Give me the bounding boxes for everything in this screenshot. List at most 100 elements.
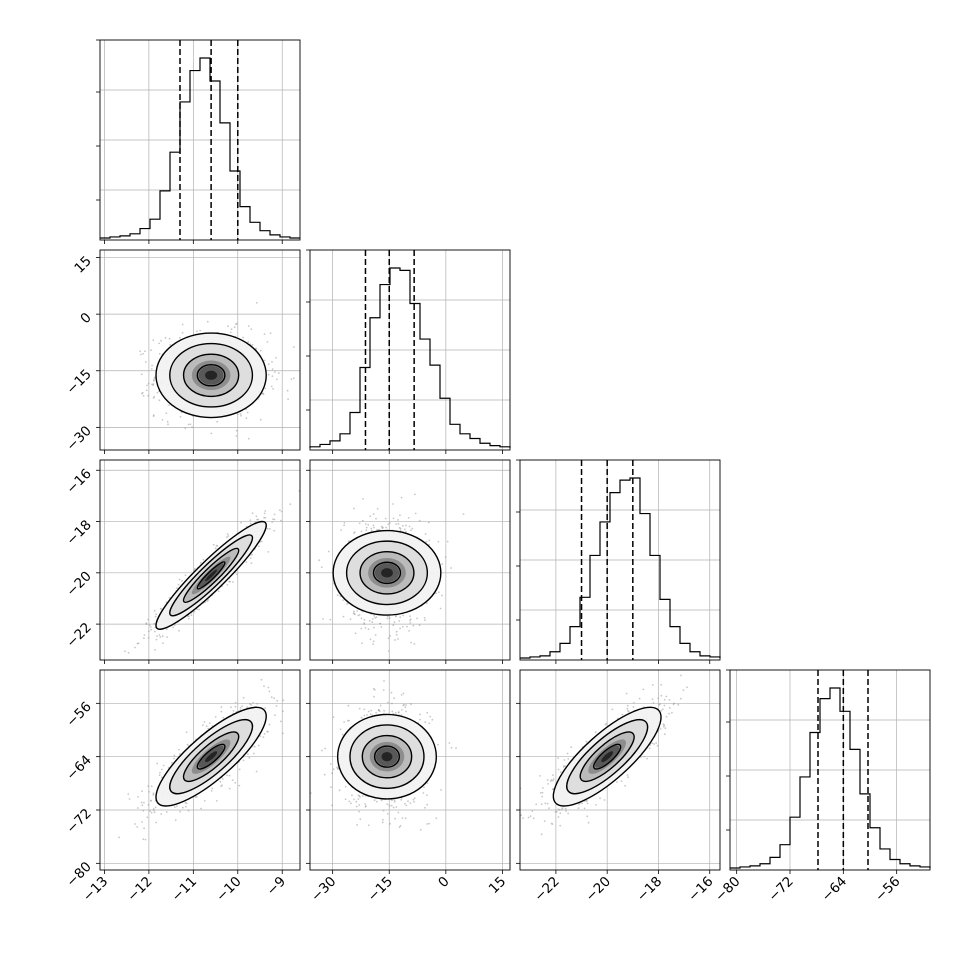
scatter-point	[147, 636, 150, 639]
scatter-point	[358, 707, 361, 710]
scatter-point	[249, 557, 252, 559]
scatter-point	[165, 412, 168, 414]
contour-line	[169, 534, 254, 617]
scatter-point	[178, 629, 180, 632]
y-tick-label: −56	[63, 699, 94, 730]
x-tick-label: −56	[872, 874, 903, 905]
scatter-point	[158, 399, 161, 402]
scatter-point	[260, 678, 263, 681]
scatter-point	[383, 680, 385, 682]
scatter-point	[235, 429, 238, 432]
scatter-point	[166, 420, 169, 423]
scatter-point	[232, 710, 235, 712]
y-tick-label: −30	[63, 423, 94, 454]
scatter-point	[332, 716, 335, 719]
panel-content	[310, 680, 457, 831]
scatter-point	[424, 533, 427, 535]
scatter-point	[347, 719, 349, 722]
scatter-point	[199, 329, 202, 332]
scatter-point	[259, 735, 262, 738]
scatter-point	[276, 378, 278, 381]
scatter-point	[339, 728, 342, 731]
scatter-point	[399, 514, 401, 517]
contour-line	[332, 529, 442, 616]
scatter-point	[200, 807, 203, 810]
scatter-point	[136, 642, 139, 645]
scatter-point	[222, 716, 225, 719]
scatter-point	[391, 710, 394, 713]
scatter-point	[391, 702, 393, 705]
scatter-point	[262, 736, 265, 738]
scatter-point	[356, 823, 358, 826]
scatter-point	[338, 789, 341, 792]
scatter-point	[178, 578, 181, 581]
scatter-point	[403, 528, 406, 531]
scatter-point	[231, 779, 234, 781]
density-level	[381, 568, 393, 578]
scatter-point	[446, 540, 449, 543]
scatter-point	[232, 581, 234, 583]
scatter-point	[203, 721, 206, 723]
scatter-point	[437, 540, 440, 543]
scatter-point	[161, 419, 164, 421]
scatter-point	[127, 651, 130, 654]
scatter-point	[353, 531, 356, 533]
scatter-point	[401, 625, 404, 628]
scatter-point	[343, 522, 346, 524]
scatter-point	[247, 341, 250, 343]
scatter-point	[266, 341, 269, 343]
scatter-point	[251, 512, 254, 514]
scatter-point	[426, 823, 429, 825]
scatter-point	[268, 690, 271, 693]
scatter-point	[248, 756, 251, 759]
scatter-point	[255, 515, 258, 518]
scatter-point	[342, 599, 344, 601]
scatter-point	[147, 394, 150, 397]
scatter-point	[364, 523, 367, 525]
scatter-point	[187, 423, 190, 426]
scatter-point	[196, 608, 199, 611]
scatter-point	[399, 616, 402, 619]
scatter-point	[428, 539, 431, 542]
scatter-point	[293, 346, 295, 348]
scatter-point	[382, 689, 385, 691]
contour-line	[182, 547, 240, 604]
y-tick-label: −72	[63, 806, 94, 837]
scatter-point	[323, 773, 326, 776]
scatter-point	[367, 628, 370, 631]
scatter-point	[424, 806, 426, 809]
scatter-point	[400, 694, 403, 696]
scatter-point	[336, 766, 338, 769]
scatter-point	[393, 799, 396, 802]
scatter-point	[387, 650, 390, 652]
scatter-point	[189, 423, 192, 426]
scatter-point	[140, 373, 143, 376]
scatter-point	[227, 535, 230, 537]
scatter-point	[370, 709, 373, 712]
scatter-point	[184, 801, 187, 804]
scatter-point	[181, 580, 183, 582]
scatter-point	[354, 632, 357, 635]
scatter-point	[392, 624, 395, 627]
scatter-point	[230, 706, 232, 709]
scatter-point	[425, 540, 428, 543]
histogram-step	[309, 267, 511, 448]
scatter-point	[444, 556, 447, 558]
axes-frame	[99, 249, 301, 451]
x-tick-label: −15	[365, 874, 396, 905]
scatter-point	[409, 622, 412, 624]
scatter-point	[363, 714, 366, 717]
density-level	[205, 751, 218, 763]
scatter-point	[413, 643, 416, 645]
scatter-point	[271, 375, 274, 378]
scatter-point	[234, 701, 237, 704]
scatter-point	[374, 634, 377, 636]
scatter-point	[547, 783, 549, 785]
scatter-point	[413, 800, 415, 803]
scatter-point	[273, 518, 276, 521]
scatter-point	[122, 676, 124, 678]
scatter-point	[175, 805, 178, 808]
scatter-point	[137, 807, 139, 809]
scatter-point	[402, 525, 404, 527]
